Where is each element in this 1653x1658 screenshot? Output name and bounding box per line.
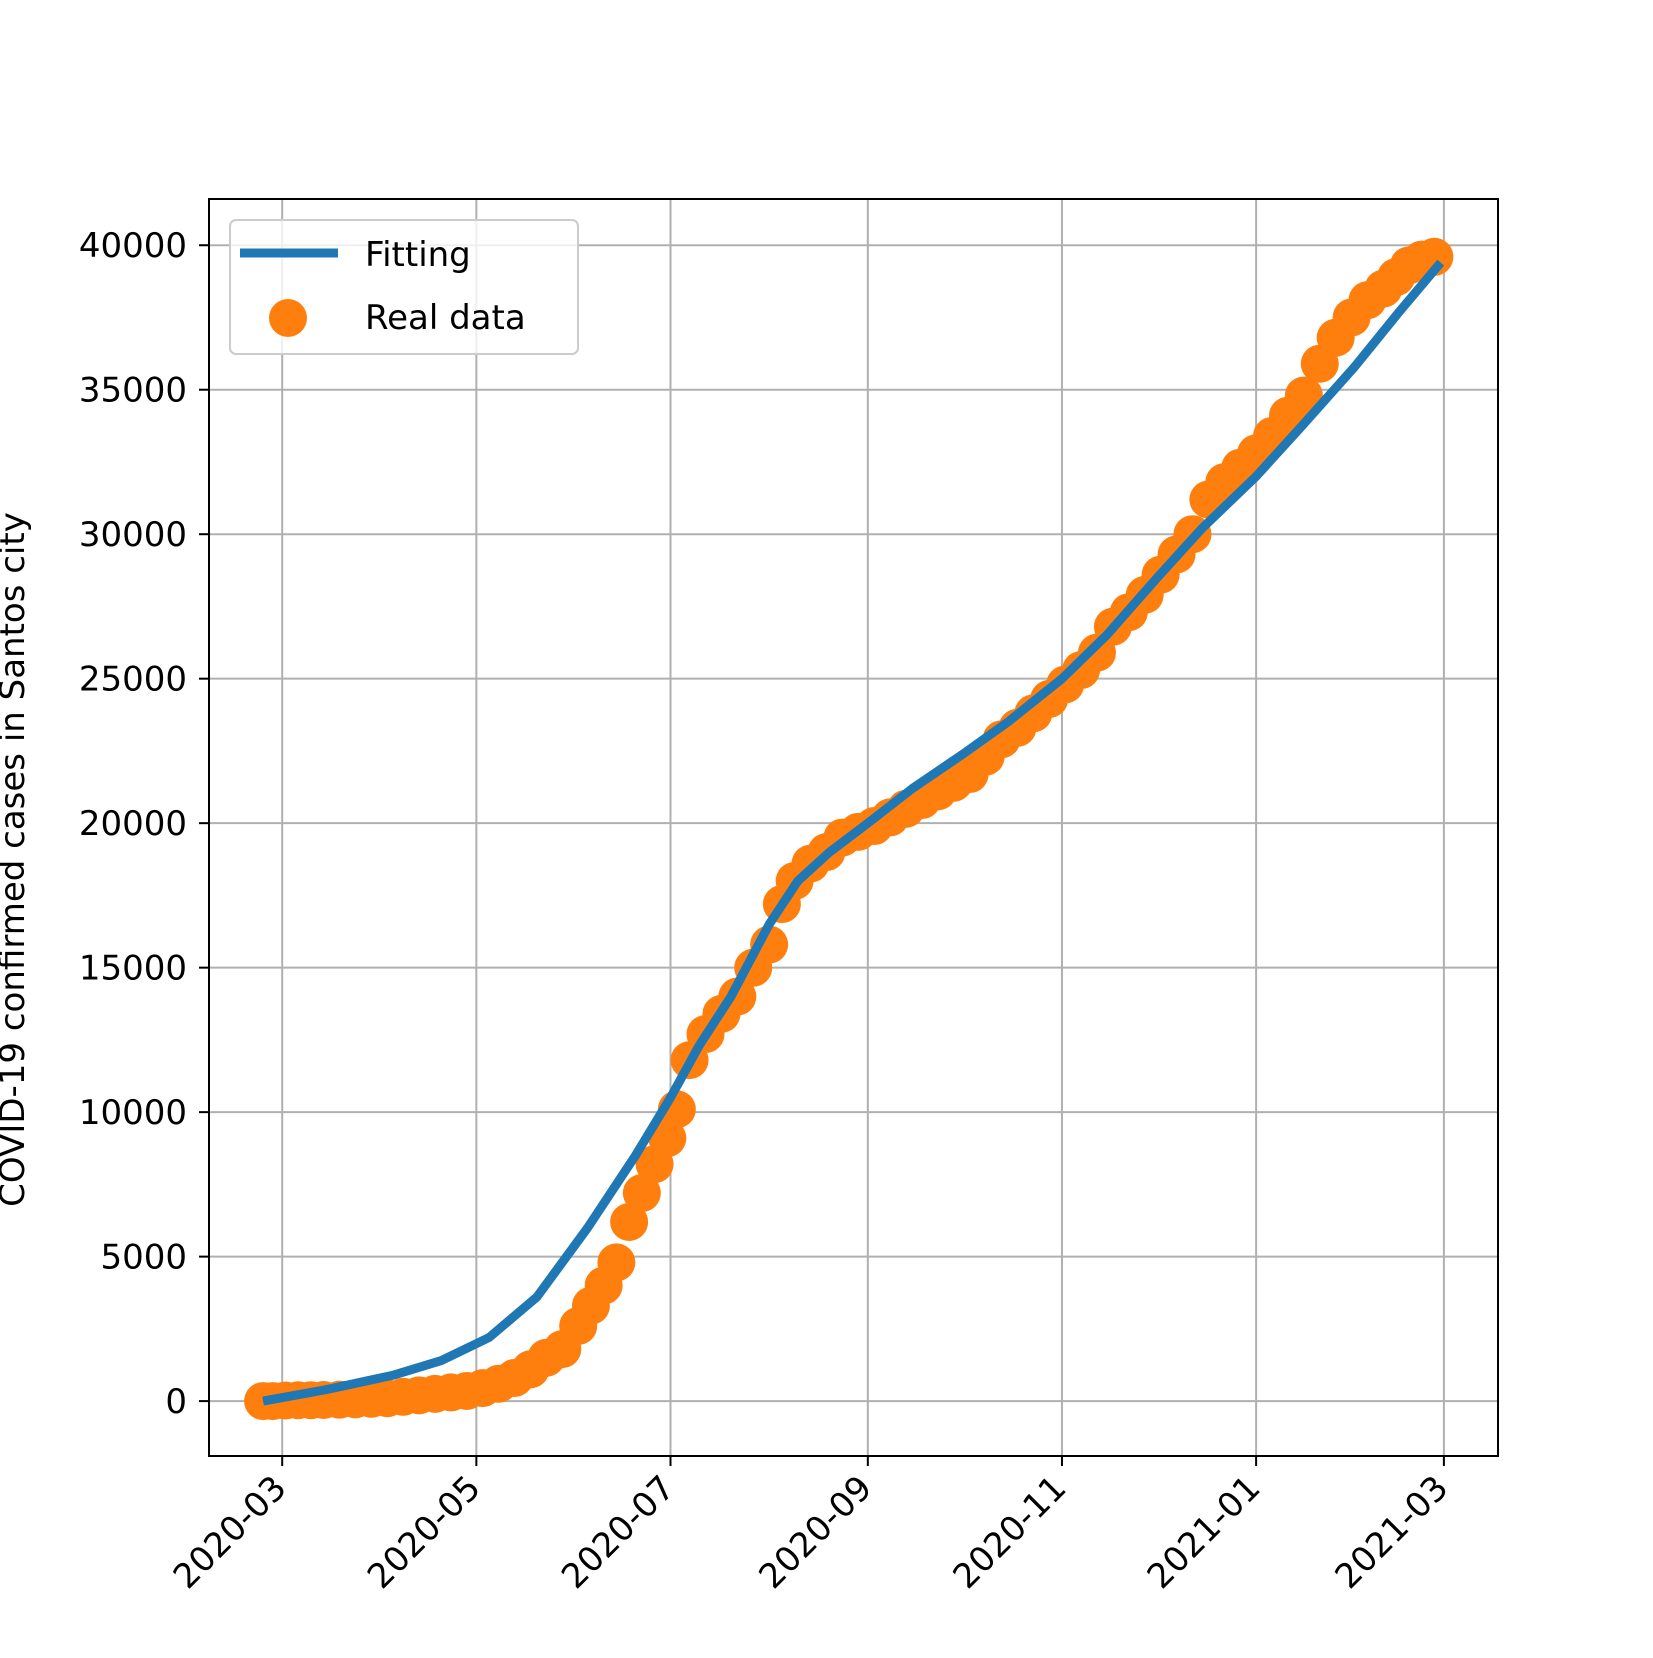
legend-real-data-swatch — [269, 299, 307, 337]
y-tick-label: 25000 — [79, 660, 187, 700]
fitting-line — [262, 259, 1445, 1406]
real-data-point — [648, 1119, 687, 1158]
fitting-series — [262, 259, 1445, 1406]
real-data-point — [1415, 237, 1454, 276]
y-tick-label: 40000 — [79, 226, 187, 266]
y-axis: 0 5000 10000 15000 20000 25000 30000 35000 40000 — [79, 226, 209, 1422]
y-tick-label: 20000 — [79, 804, 187, 844]
legend-real-data-label: Real data — [365, 298, 526, 338]
real-data-point — [1284, 376, 1323, 415]
legend-fitting-label: Fitting — [365, 235, 471, 275]
real-data-point — [610, 1202, 649, 1241]
y-tick-label: 15000 — [79, 949, 187, 989]
y-tick-label: 5000 — [100, 1238, 187, 1278]
plot-frame — [208, 198, 1499, 1457]
y-tick-label: 10000 — [79, 1093, 187, 1133]
real-data-point — [597, 1243, 636, 1282]
y-tick-label: 30000 — [79, 515, 187, 555]
y-axis-label: COVID-19 confirmed cases in Santos city — [0, 512, 33, 1207]
legend: Fitting Real data — [229, 219, 579, 355]
real-data-point — [622, 1174, 661, 1213]
y-tick-label: 35000 — [79, 371, 187, 411]
y-tick-label: 0 — [165, 1382, 187, 1422]
